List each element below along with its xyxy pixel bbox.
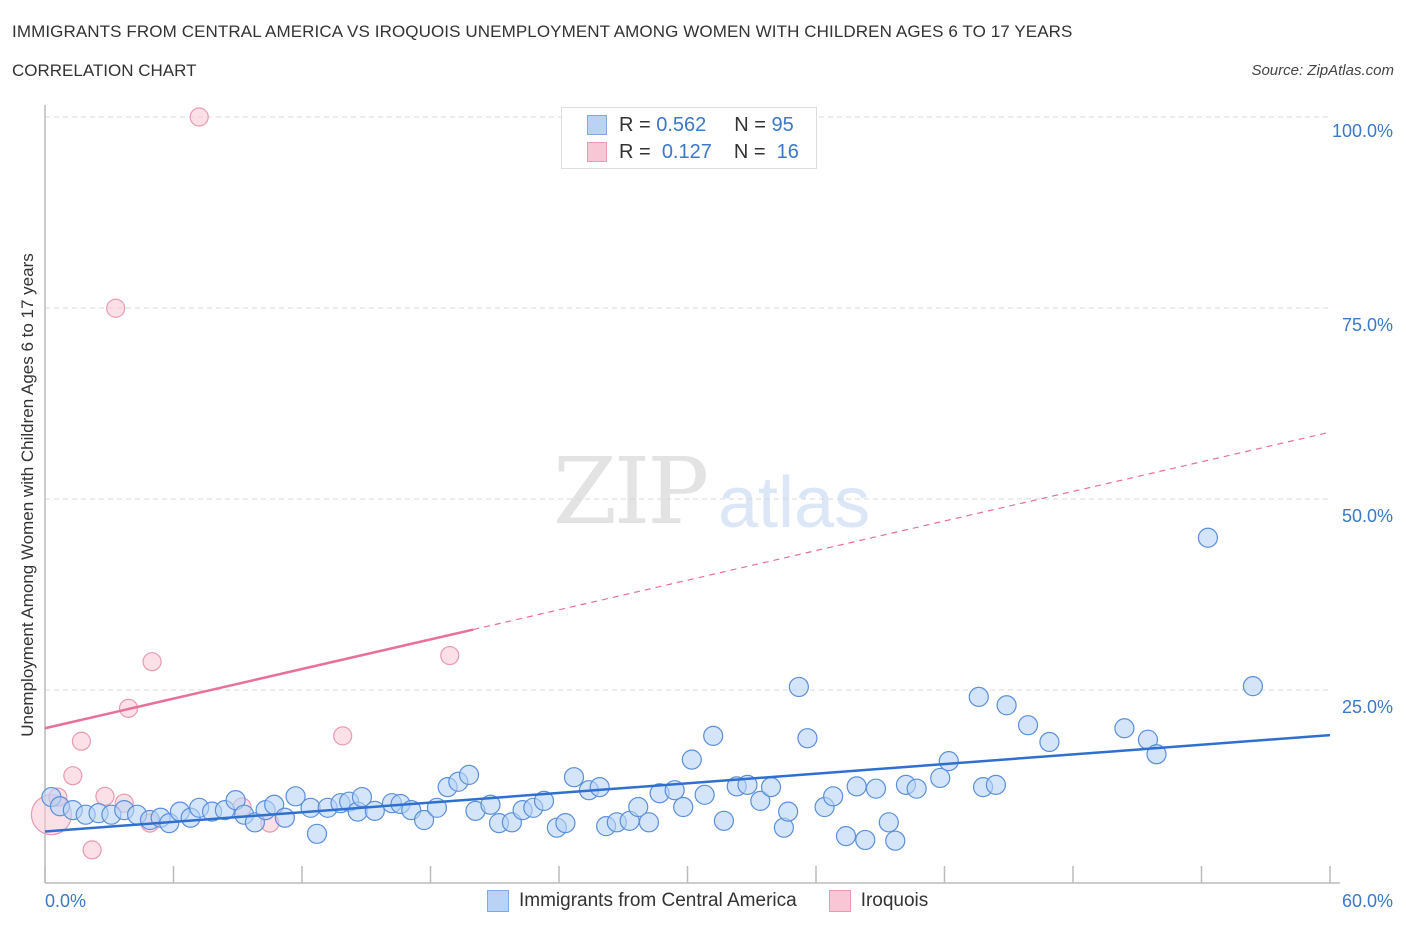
central-america-trend-line: [44, 733, 1331, 833]
central-america-point: [413, 809, 435, 831]
central-america-point: [823, 786, 844, 807]
central-america-point: [938, 751, 959, 772]
central-america-point: [628, 796, 649, 818]
central-america-point: [788, 676, 809, 698]
central-america-point: [930, 767, 951, 789]
iroquois-point: [82, 840, 102, 860]
blue-swatch-icon: [487, 890, 509, 912]
central-america-point: [703, 725, 724, 746]
central-america-point: [1197, 527, 1219, 548]
central-america-point: [300, 797, 321, 818]
x-tick-60: 60.0%: [1341, 891, 1393, 911]
r-value: 0.127: [661, 140, 712, 163]
iroquois-point: [95, 786, 115, 806]
iroquois-point: [63, 766, 83, 786]
central-america-point: [985, 774, 1007, 795]
iroquois-point: [333, 726, 353, 746]
iroquois-point: [142, 652, 162, 672]
correlation-legend: R = 0.562 N = 95 R = 0.127 N = 16: [561, 107, 817, 169]
legend-label: Iroquois: [860, 890, 929, 911]
n-label: N =: [733, 140, 766, 163]
y-tick-100: 100.0%: [1331, 121, 1393, 141]
central-america-point: [480, 794, 501, 815]
central-america-point: [589, 777, 610, 798]
central-america-point: [555, 812, 576, 834]
central-america-point: [760, 777, 782, 798]
central-america-point: [778, 801, 799, 822]
y-axis-label: Unemployment Among Women with Children A…: [18, 253, 37, 737]
n-label: N =: [734, 113, 766, 136]
watermark-atlas: atlas: [718, 463, 871, 543]
central-america-point: [306, 823, 328, 844]
y-tick-50: 50.0%: [1341, 506, 1393, 526]
pink-swatch-icon: [587, 142, 607, 162]
central-america-point: [533, 790, 555, 812]
y-tick-25: 25.0%: [1341, 697, 1393, 717]
x-tick-marks: [44, 866, 1331, 883]
central-america-point: [835, 825, 857, 847]
r-value: 0.562: [656, 113, 707, 136]
central-america-point: [996, 695, 1017, 716]
central-america-point: [968, 686, 989, 707]
trend-lines: [44, 431, 1331, 833]
central-america-point: [274, 807, 295, 828]
chart-subtitle: CORRELATION CHART: [12, 61, 197, 80]
central-america-point: [458, 764, 480, 786]
central-america-point: [878, 812, 899, 833]
n-value: 95: [771, 113, 794, 136]
iroquois-trend-extension: [473, 431, 1331, 631]
central-america-point: [1039, 731, 1060, 753]
gridlines: [45, 116, 1330, 691]
legend-item-iroquois: Iroquois: [828, 890, 929, 912]
n-value: 16: [776, 140, 799, 163]
y-tick-75: 75.0%: [1341, 315, 1393, 335]
central-america-point: [1242, 676, 1264, 697]
central-america-point: [797, 728, 818, 749]
r-label: R =: [619, 140, 651, 163]
central-america-point: [750, 790, 771, 812]
iroquois-point: [189, 107, 209, 127]
central-america-point: [285, 786, 306, 807]
central-america-point: [364, 800, 385, 821]
central-america-point: [855, 829, 876, 851]
iroquois-point: [71, 731, 92, 751]
central-america-point: [885, 830, 906, 851]
r-label: R =: [619, 113, 651, 136]
blue-swatch-icon: [587, 115, 607, 135]
central-america-point: [713, 810, 735, 831]
x-tick-0: 0.0%: [45, 891, 87, 911]
axes: [44, 105, 1340, 884]
central-america-point: [1114, 718, 1135, 739]
legend-label: Immigrants from Central America: [519, 890, 797, 911]
central-america-point: [681, 749, 702, 770]
iroquois-point: [106, 298, 126, 318]
central-america-point: [638, 812, 660, 833]
central-america-point: [673, 796, 694, 818]
central-america-points: [41, 527, 1264, 851]
central-america-point: [563, 767, 585, 788]
central-america-point: [846, 776, 867, 797]
pink-swatch-icon: [828, 890, 851, 912]
central-america-point: [694, 784, 715, 805]
source-label: Source: ZipAtlas.com: [1251, 62, 1394, 79]
iroquois-trend-line: [44, 628, 474, 730]
series-legend: Immigrants from Central America Iroquois: [487, 890, 960, 912]
iroquois-point: [440, 645, 460, 666]
central-america-point: [1017, 715, 1039, 736]
legend-row-iroquois: R = 0.127 N = 16: [562, 140, 799, 164]
watermark-zip: ZIP: [553, 438, 709, 545]
central-america-point: [865, 778, 887, 799]
legend-item-central-america: Immigrants from Central America: [487, 890, 797, 912]
legend-row-central-america: R = 0.562 N = 95: [562, 113, 794, 137]
chart-title: IMMIGRANTS FROM CENTRAL AMERICA VS IROQU…: [12, 22, 1073, 41]
central-america-point: [906, 778, 927, 799]
iroquois-points: [30, 107, 460, 860]
